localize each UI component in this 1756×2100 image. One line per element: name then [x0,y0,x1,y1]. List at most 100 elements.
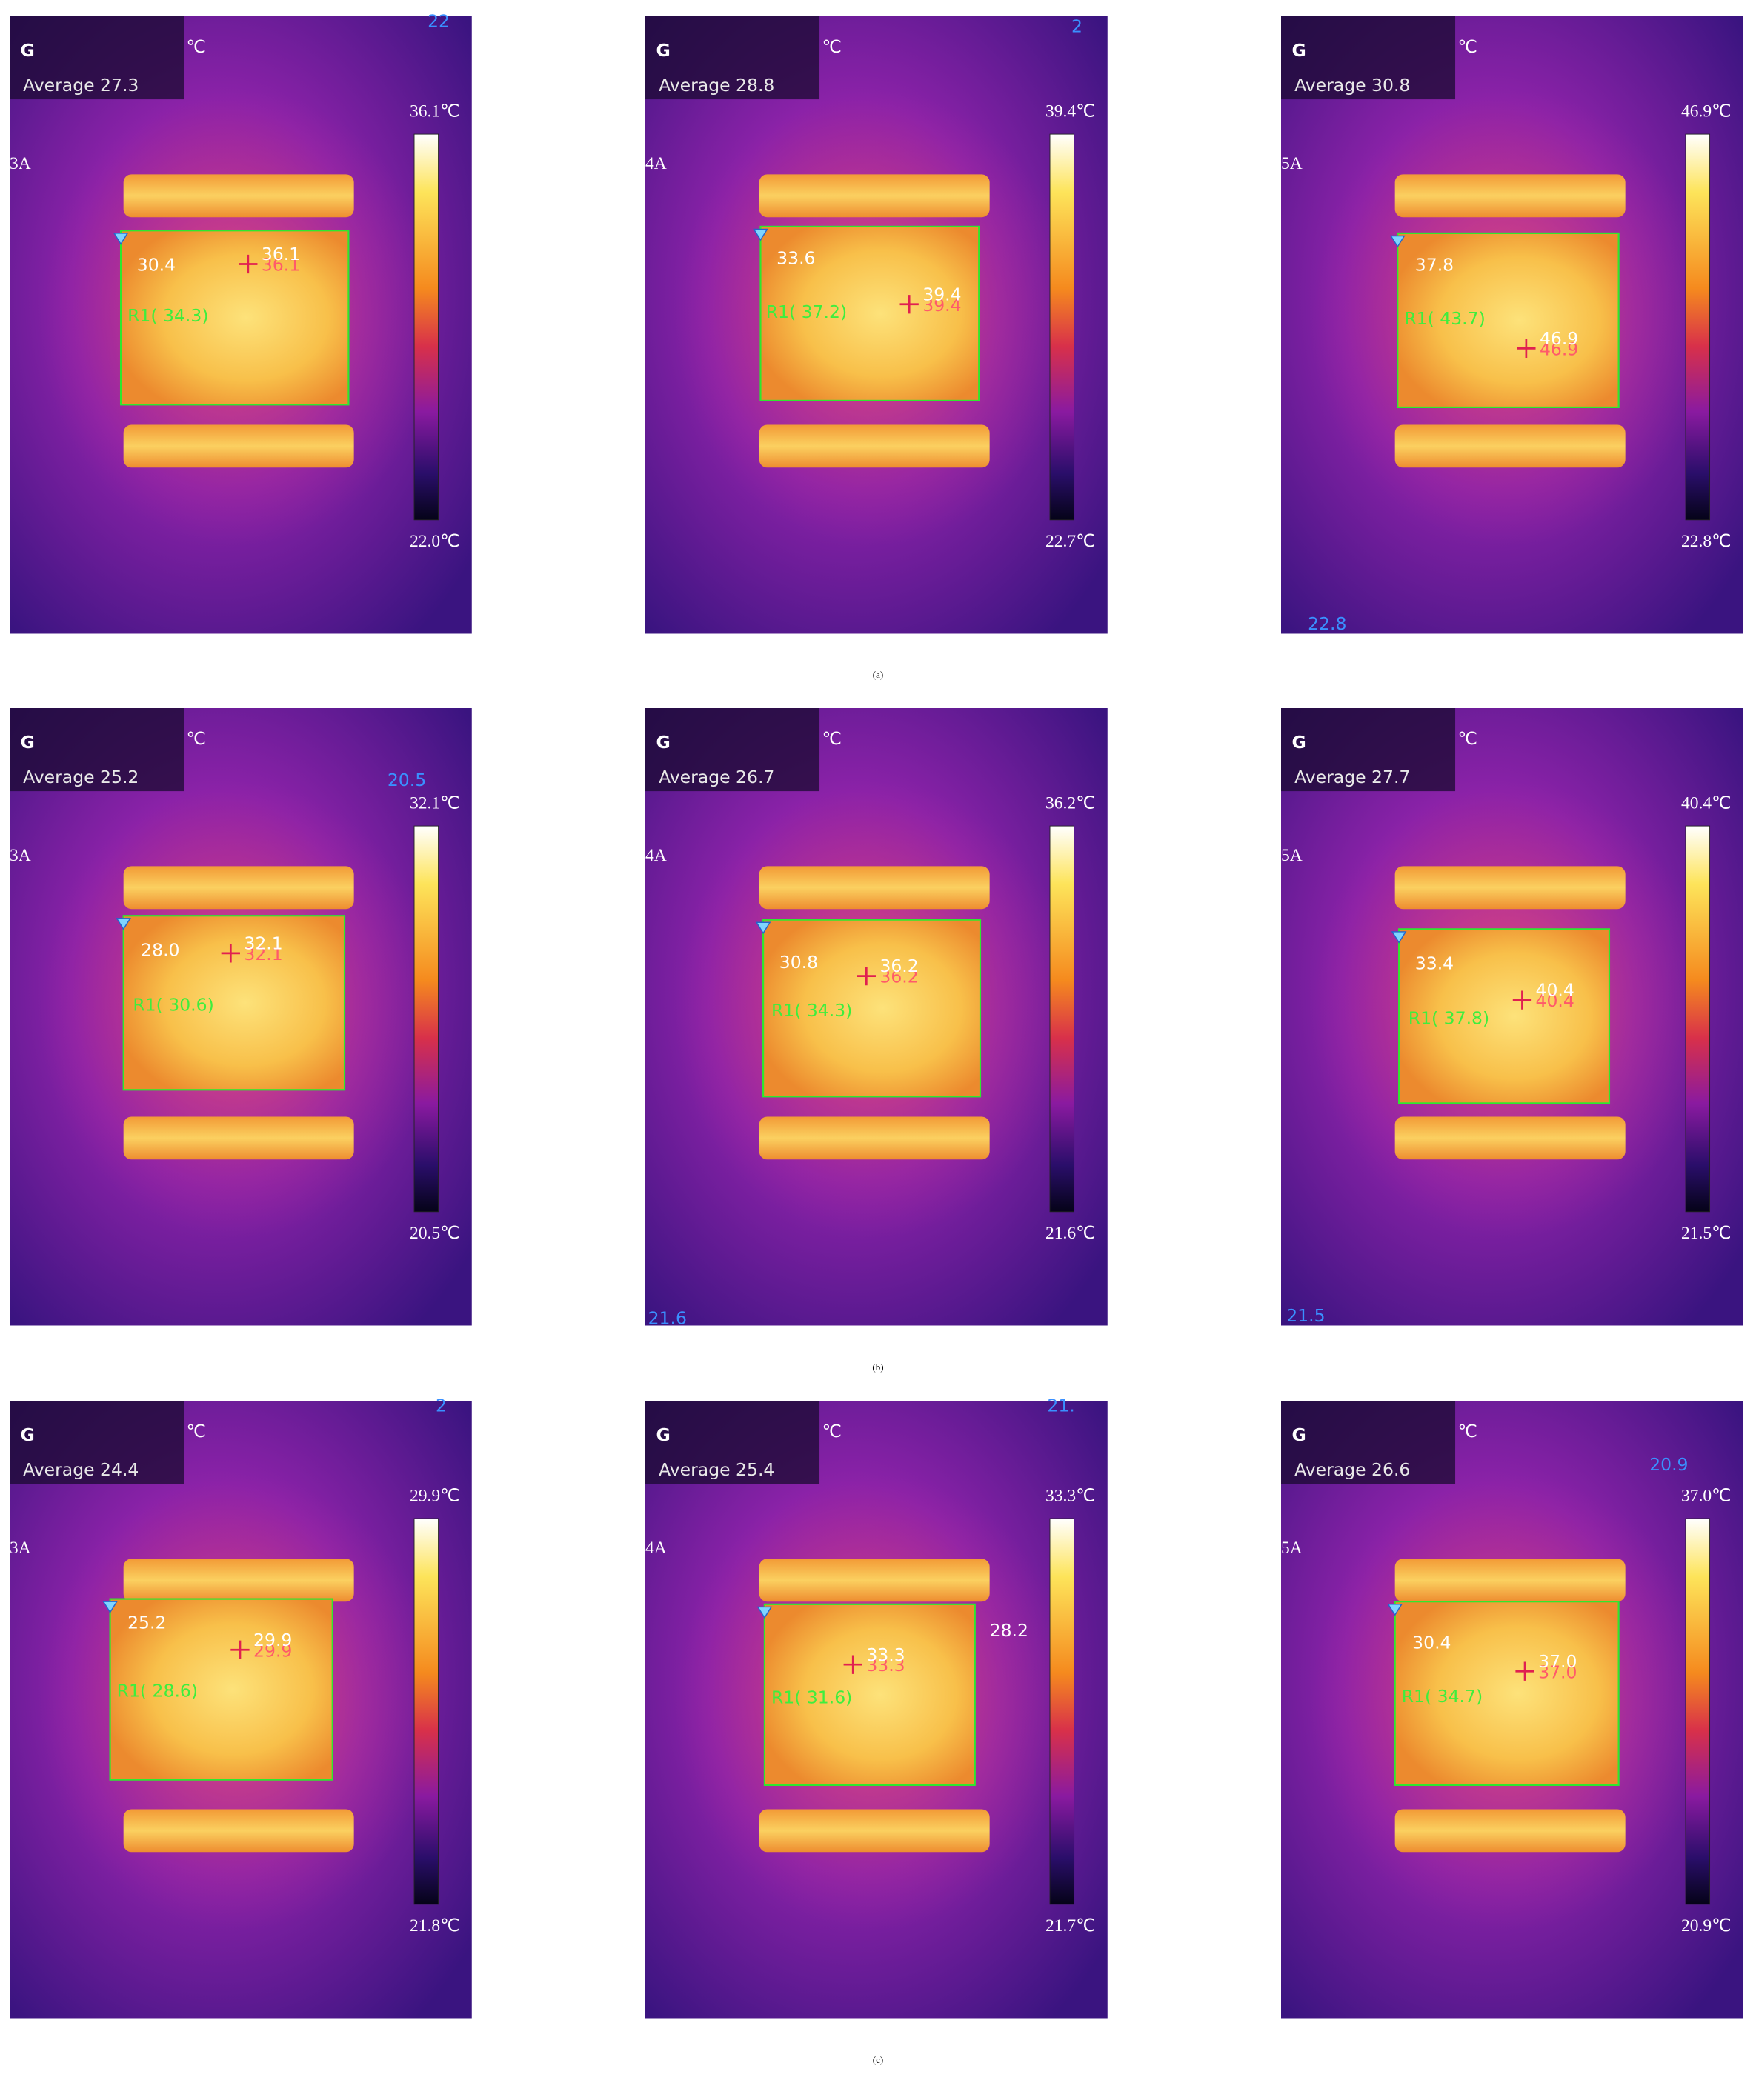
box-min-value: 30.4 [1412,1632,1451,1653]
current-label: 5A [1281,846,1303,865]
min-marker [113,233,129,245]
unit-label: ℃ [1458,36,1477,57]
row-caption: (a) [873,669,883,680]
hotspot-marker [1515,1661,1534,1681]
scale-max: 39.4℃ [1045,102,1096,121]
corner-marker: 2 [1071,16,1082,37]
heater-plate [764,1604,975,1785]
scale-max: 33.3℃ [1045,1487,1096,1506]
hotspot-value: 29.9 [253,1630,292,1650]
corner-marker: 21. [1047,1395,1074,1416]
header-box [1281,1401,1456,1484]
hotspot-value: 36.2 [879,967,918,987]
box-min-value: 28.0 [141,939,179,960]
header-box [645,1401,820,1484]
heater-plate [121,230,349,405]
average-label: Average 24.4 [23,1459,139,1480]
mode-label: G [20,40,34,61]
current-label: 3A [10,1539,31,1558]
mode-label: G [1291,40,1306,61]
scale-min: 21.5℃ [1681,1224,1732,1243]
mode-label: G [1291,732,1306,753]
hotspot-marker [230,1640,250,1659]
scale-max: 40.4℃ [1681,794,1732,813]
scale-min: 21.8℃ [410,1916,460,1936]
scale-max: 36.2℃ [1045,794,1096,813]
scale-max: 32.1℃ [410,794,460,813]
average-label: Average 26.7 [659,767,774,787]
color-bar [1049,133,1075,521]
header-box [10,16,184,100]
header-box [1281,16,1456,100]
hotspot-value: 40.4 [1536,990,1574,1011]
min-marker [102,1601,118,1614]
hotspot-marker [899,295,919,314]
measure-box [759,225,980,401]
measure-box [1397,232,1620,409]
mode-label: G [20,732,34,753]
region-label: R1( 37.8) [1409,1008,1489,1029]
heater-plate [1394,1601,1619,1785]
header-box [10,1401,184,1484]
scale-min: 21.6℃ [1045,1224,1096,1243]
hotspot-value: 33.3 [866,1655,905,1676]
scale-max: 36.1℃ [410,102,460,121]
region-label: R1( 34.3) [127,305,208,326]
mode-label: G [1291,1424,1306,1445]
unit-label: ℃ [822,36,842,57]
mode-label: G [20,1424,34,1445]
unit-label: ℃ [187,36,206,57]
hotspot-marker [1512,990,1532,1010]
heater-strip-top [759,174,990,218]
thermal-panel: G ℃ Average 28.8 4A 39.4℃ 22.7℃ 33.6 39.439.4 R1… [645,16,1108,634]
min-marker [755,921,771,935]
heater-strip-top [123,866,354,910]
hotspot-value: 36.1 [262,255,300,276]
region-label: R1( 31.6) [771,1687,852,1708]
current-label: 4A [645,846,667,865]
corner-marker: 21.5 [1286,1305,1325,1326]
region-label: R1( 34.3) [771,1000,852,1021]
min-marker [1387,1604,1403,1616]
heater-strip-top [1394,174,1626,218]
min-marker [116,918,132,930]
heater-strip-bottom [1394,1809,1626,1853]
heater-strip-bottom [123,1116,354,1160]
average-label: Average 30.8 [1294,75,1410,96]
scale-max: 46.9℃ [1681,102,1732,121]
heater-strip-top [1394,866,1626,910]
hotspot-value: 36.1 [262,244,300,264]
measure-box [763,1603,976,1786]
measure-box [119,230,350,406]
heater-strip-bottom [123,424,354,468]
heater-strip-top [759,1559,990,1602]
color-bar [1049,825,1075,1213]
current-label: 4A [645,1539,667,1558]
heater-plate [110,1599,333,1780]
scale-min: 22.7℃ [1045,532,1096,551]
mode-label: G [656,1424,670,1445]
region-label: R1( 30.6) [133,995,213,1016]
heater-strip-bottom [1394,424,1626,468]
current-label: 3A [10,846,31,865]
scale-min: 22.8℃ [1681,532,1732,551]
thermal-panel: G ℃ Average 27.3 3A 36.1℃ 22.0℃ 30.4 36.136.1 R1… [10,10,472,634]
heater-strip-bottom [759,424,990,468]
color-bar [413,825,439,1213]
corner-marker: 20.9 [1649,1454,1688,1475]
average-label: Average 25.4 [659,1459,774,1480]
thermal-panel: G ℃ Average 30.8 5A 46.9℃ 22.8℃ 37.8 46.946.9 R1… [1281,16,1743,634]
color-bar [1049,1518,1075,1905]
min-marker [1389,235,1406,248]
average-label: Average 26.6 [1294,1459,1410,1480]
hotspot-value: 39.4 [922,295,961,316]
hotspot-value: 36.2 [879,956,918,976]
average-label: Average 27.3 [23,75,139,96]
measure-box [109,1598,333,1781]
header-box [1281,708,1456,792]
scale-min: 20.5℃ [410,1224,460,1243]
thermal-panel: G ℃ Average 24.4 3A 29.9℃ 21.8℃ 25.2 29.929.9 R1… [10,1395,472,2019]
measure-box [1394,1601,1620,1786]
